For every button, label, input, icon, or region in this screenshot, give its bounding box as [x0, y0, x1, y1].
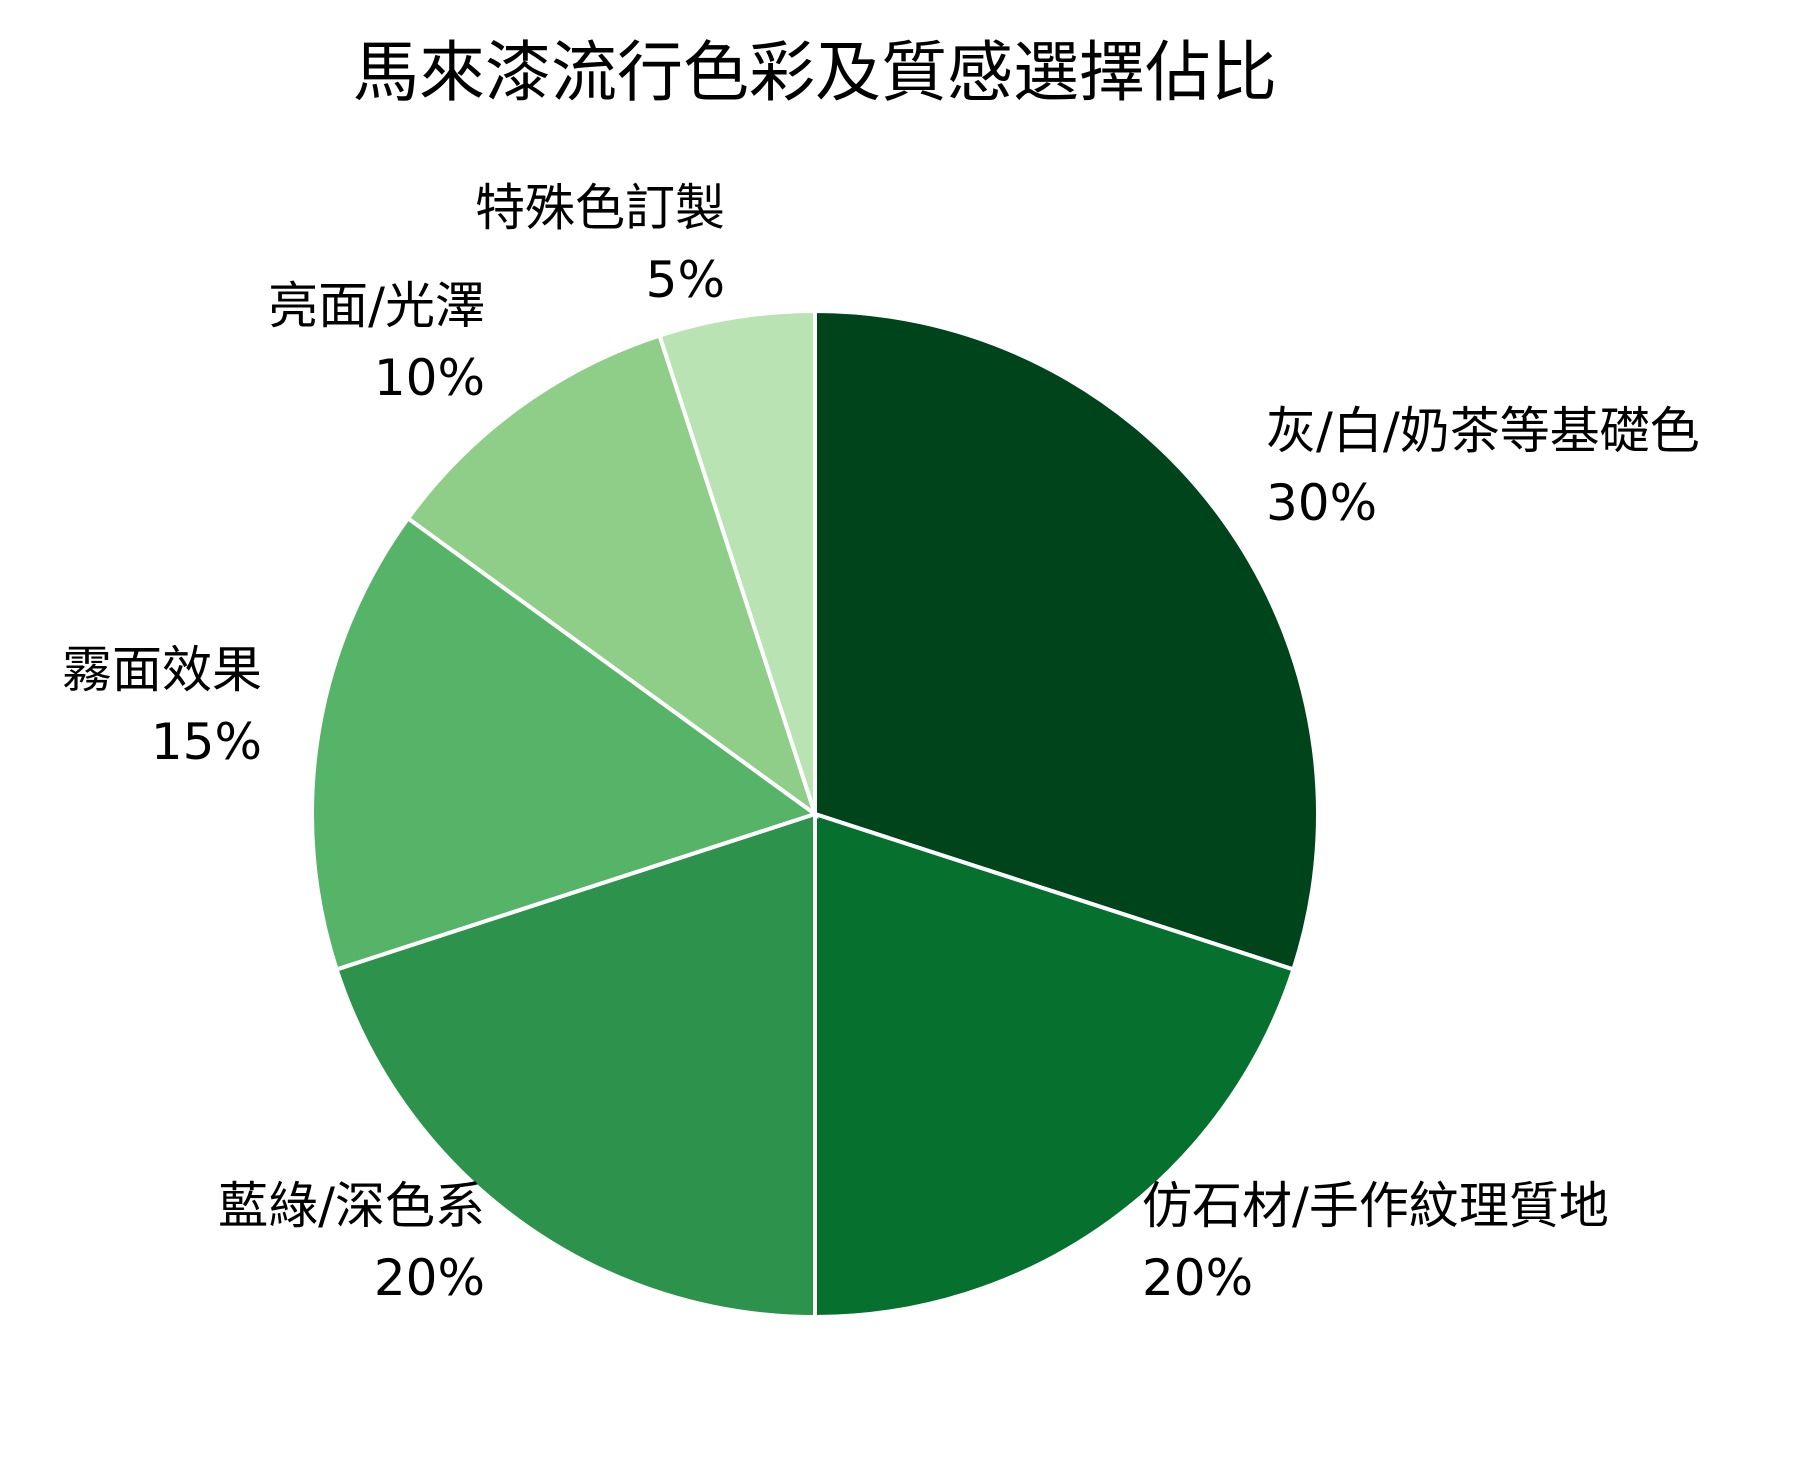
- slice-label: 仿石材/手作紋理質地: [1142, 1177, 1609, 1235]
- pie-slice: [813, 811, 1296, 1320]
- slice-labels: 灰/白/奶茶等基礎色 30% 仿石材/手作紋理質地 20% 藍綠/深色系 20% 霧面效果 1…: [62, 179, 1700, 1307]
- slice-value-label: 15%: [151, 713, 262, 771]
- pie-slice: [813, 308, 1320, 972]
- slice-label: 霧面效果: [62, 641, 262, 699]
- slice-value-label: 20%: [1142, 1249, 1253, 1307]
- slice-label: 藍綠/深色系: [218, 1177, 485, 1235]
- slice-value-label: 5%: [646, 251, 725, 309]
- slice-label: 灰/白/奶茶等基礎色: [1266, 402, 1700, 460]
- pie-slice: [334, 811, 817, 1320]
- slice-label: 特殊色訂製: [475, 179, 725, 237]
- chart-title: 馬來漆流行色彩及質感選擇佔比: [353, 34, 1277, 111]
- pie-slice: [310, 515, 820, 972]
- slice-value-label: 10%: [374, 349, 485, 407]
- pie-slices: [310, 308, 1320, 1320]
- slice-value-label: 30%: [1266, 474, 1377, 532]
- pie-slice: [657, 308, 817, 815]
- slice-label: 亮面/光澤: [268, 277, 485, 335]
- slice-value-label: 20%: [374, 1249, 485, 1307]
- pie-slice: [405, 333, 819, 820]
